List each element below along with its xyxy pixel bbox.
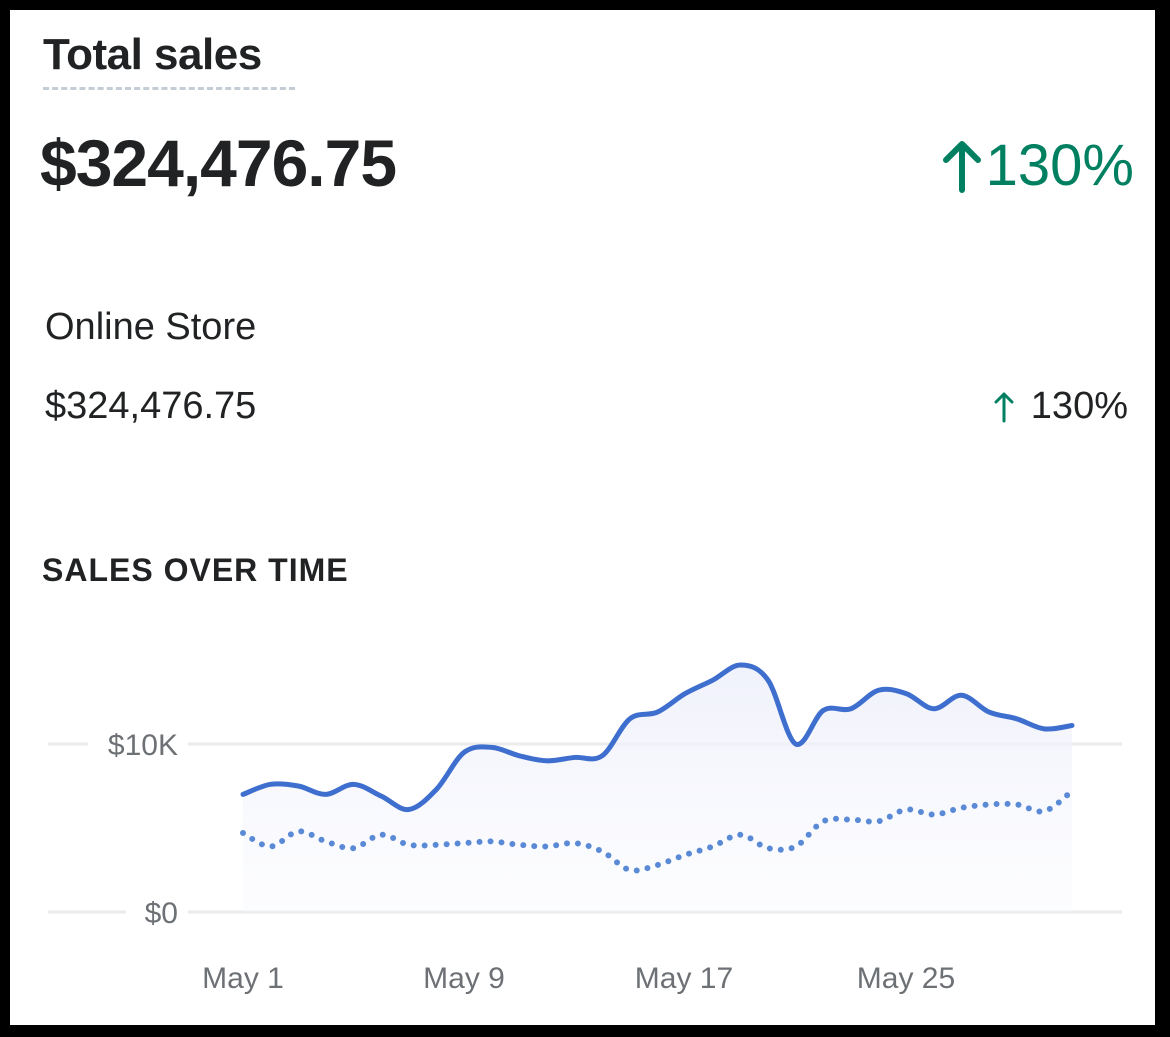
card-title[interactable]: Total sales [43, 30, 262, 79]
current-period-line [240, 662, 1075, 813]
arrow-up-icon [994, 392, 1014, 422]
total-change-indicator: 130% [942, 132, 1134, 199]
y-tick-0: $0 [145, 897, 178, 930]
total-change-value: 130% [985, 133, 1134, 198]
section-title: SALES OVER TIME [42, 552, 349, 588]
breakdown-change-online-store: 130% [993, 385, 1128, 428]
x-tick-may-1: May 1 [202, 962, 284, 995]
breakdown-change-value: 130% [1030, 385, 1128, 427]
current-period-area [243, 665, 1072, 912]
arrow-up-icon [942, 140, 981, 193]
total-sales-value: $324,476.75 [40, 126, 397, 200]
breakdown-label-online-store: Online Store [45, 306, 257, 348]
x-tick-may-9: May 9 [423, 962, 505, 995]
previous-period-line [240, 788, 1075, 874]
x-tick-may-25: May 25 [857, 962, 955, 995]
breakdown-value-online-store: $324,476.75 [45, 385, 257, 427]
y-tick-10k: $10K [108, 729, 178, 762]
x-tick-may-17: May 17 [635, 962, 733, 995]
title-dashed-underline [43, 87, 295, 90]
